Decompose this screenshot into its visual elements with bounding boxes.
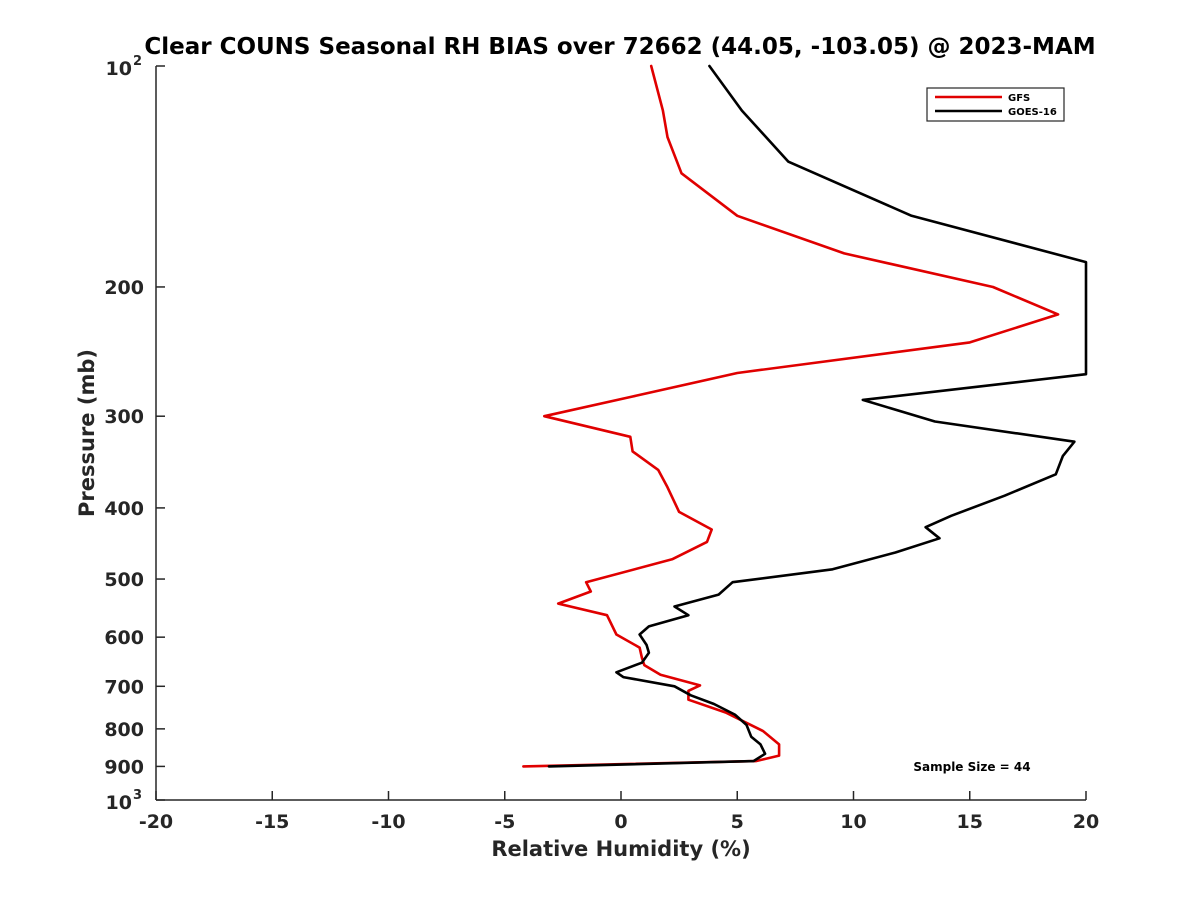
chart-title: Clear COUNS Seasonal RH BIAS over 72662 …: [144, 34, 1095, 60]
x-axis-label: Relative Humidity (%): [491, 837, 750, 861]
y-tick-label: 600: [104, 627, 144, 649]
series-layer: [522, 64, 1088, 768]
y-tick-label: 700: [104, 676, 144, 698]
y-tick-label-top-exponent: 2: [133, 54, 142, 69]
y-tick-label-top-base: 10: [106, 58, 132, 80]
legend: GFS GOES-16: [926, 87, 1065, 122]
legend-label-gfs: GFS: [1008, 93, 1030, 104]
y-tick-label-bottom-exponent: 3: [133, 788, 142, 803]
series-line-goes16: [547, 64, 1088, 768]
x-tick-label: 10: [840, 811, 866, 833]
y-tick-label: 800: [104, 719, 144, 741]
x-tick-label: 20: [1073, 811, 1099, 833]
sample-size-annotation: Sample Size = 44: [913, 760, 1030, 774]
x-tick-label: -20: [139, 811, 173, 833]
x-tick-label: -15: [255, 811, 289, 833]
y-tick-label: 500: [104, 569, 144, 591]
x-tick-label: 5: [731, 811, 744, 833]
legend-box: [926, 87, 1065, 122]
x-tick-label: 15: [957, 811, 983, 833]
y-tick-label: 200: [104, 277, 144, 299]
x-tick-label: -10: [371, 811, 405, 833]
y-tick-label-bottom-base: 10: [106, 792, 132, 814]
y-axis-label: Pressure (mb): [75, 349, 99, 517]
x-tick-label: -5: [494, 811, 515, 833]
y-tick-label: 400: [104, 498, 144, 520]
y-tick-label: 300: [104, 406, 144, 428]
y-tick-label: 900: [104, 756, 144, 778]
x-tick-label: 0: [614, 811, 627, 833]
series-line-gfs: [522, 64, 1060, 768]
legend-label-goes16: GOES-16: [1008, 107, 1057, 118]
plot-area: [155, 66, 1086, 801]
x-ticks: -20 -15 -10 -5 0 5 10 15 20: [139, 791, 1099, 833]
